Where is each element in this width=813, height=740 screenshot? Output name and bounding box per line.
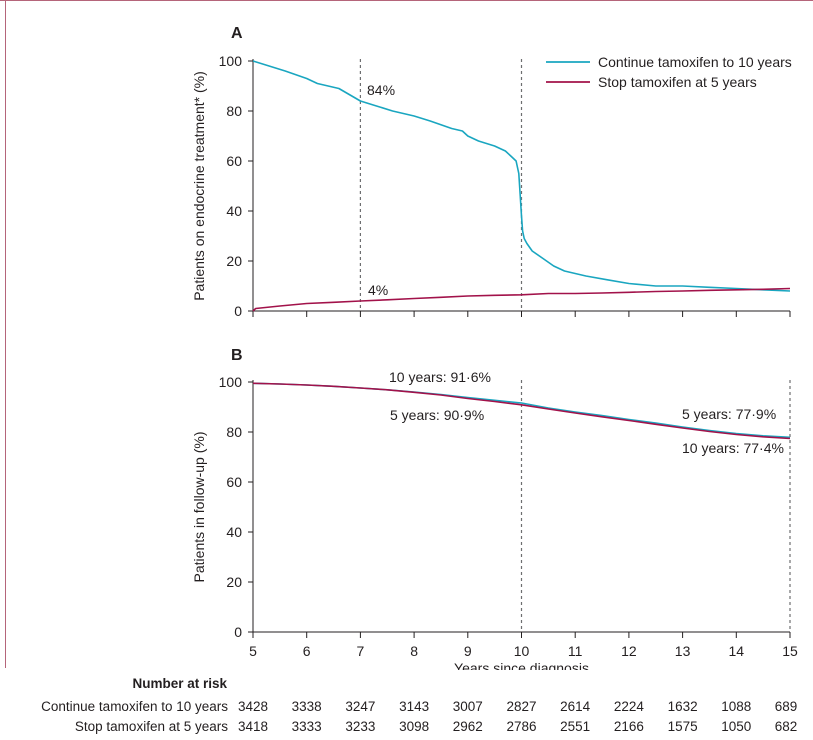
- x-tick-label: 10: [514, 643, 530, 659]
- risk-row-label: Stop tamoxifen at 5 years: [74, 719, 228, 734]
- annotation-10y-at-15: 10 years: 77·4%: [682, 440, 784, 456]
- series-line-continue: [252, 60, 791, 292]
- x-tick-label: 8: [410, 643, 418, 659]
- annotation-10y-at-10: 10 years: 91·6%: [389, 369, 491, 385]
- y-tick-label: 60: [226, 153, 242, 169]
- x-tick-label: 7: [357, 643, 365, 659]
- y-tick-label: 20: [226, 253, 242, 269]
- x-tick-label: 12: [621, 643, 637, 659]
- x-tick-label: 14: [729, 643, 745, 659]
- series-line-stop: [252, 287, 791, 312]
- series-line-stop: [252, 382, 791, 440]
- y-tick-label: 0: [234, 624, 242, 640]
- x-axis-label: Years since diagnosis: [454, 660, 589, 670]
- y-tick-label: 40: [226, 203, 242, 219]
- risk-value: 1632: [667, 699, 698, 714]
- risk-value: 689: [774, 699, 798, 714]
- y-tick-label: 40: [226, 524, 242, 540]
- risk-value: 3007: [452, 699, 483, 714]
- risk-value: 3428: [237, 699, 269, 714]
- y-tick-label: 100: [219, 374, 243, 390]
- risk-row-label: Continue tamoxifen to 10 years: [41, 699, 228, 714]
- risk-value: 3247: [345, 699, 376, 714]
- risk-value: 2166: [613, 719, 644, 734]
- risk-row-continue: Continue tamoxifen to 10 years 3428 3338 3…: [0, 699, 813, 719]
- y-tick-label: 80: [226, 424, 242, 440]
- y-tick-label: 20: [226, 574, 242, 590]
- x-tick-label: 5: [249, 643, 257, 659]
- y-tick-label: 100: [219, 53, 243, 69]
- y-axis-label: Patients on endocrine treatment* (%): [191, 71, 207, 301]
- risk-value: 1575: [667, 719, 698, 734]
- risk-value: 1088: [721, 699, 752, 714]
- risk-value: 3338: [291, 699, 322, 714]
- y-tick-label: 60: [226, 474, 242, 490]
- risk-row-stop: Stop tamoxifen at 5 years 3418 3333 3233 30…: [0, 719, 813, 739]
- risk-value: 2786: [506, 719, 537, 734]
- risk-value: 3418: [237, 719, 269, 734]
- x-tick-label: 15: [782, 643, 798, 659]
- risk-value: 682: [774, 719, 798, 734]
- y-tick-label: 80: [226, 103, 242, 119]
- risk-table-title: Number at risk: [132, 676, 227, 691]
- x-tick-label: 13: [675, 643, 691, 659]
- x-tick-label: 11: [568, 643, 583, 659]
- annotation-5y-at-10: 5 years: 90·9%: [390, 407, 484, 423]
- risk-value: 2827: [506, 699, 537, 714]
- x-tick-label: 6: [303, 643, 311, 659]
- panel-label-b: B: [231, 347, 243, 364]
- frame-top-rule: [0, 0, 813, 1]
- risk-table: Number at risk Continue tamoxifen to 10 …: [0, 670, 813, 740]
- annotation-5y-at-15: 5 years: 77·9%: [682, 406, 776, 422]
- x-tick-label: 9: [464, 643, 472, 659]
- risk-value: 3098: [399, 719, 430, 734]
- risk-value: 2614: [560, 699, 591, 714]
- risk-value: 2224: [613, 699, 644, 714]
- risk-value: 2962: [452, 719, 483, 734]
- y-tick-label: 0: [234, 303, 242, 319]
- risk-value: 3233: [345, 719, 376, 734]
- risk-value: 2551: [560, 719, 591, 734]
- legend-label-stop: Stop tamoxifen at 5 years: [598, 74, 757, 90]
- annotation-4pct: 4%: [368, 282, 388, 298]
- panel-label-a: A: [231, 25, 243, 42]
- risk-value: 3143: [399, 699, 430, 714]
- risk-value: 3333: [291, 719, 322, 734]
- frame-left-rule: [5, 0, 6, 668]
- risk-value: 1050: [721, 719, 752, 734]
- y-axis-label: Patients in follow-up (%): [191, 432, 207, 583]
- legend-label-continue: Continue tamoxifen to 10 years: [598, 54, 792, 70]
- annotation-84pct: 84%: [367, 82, 395, 98]
